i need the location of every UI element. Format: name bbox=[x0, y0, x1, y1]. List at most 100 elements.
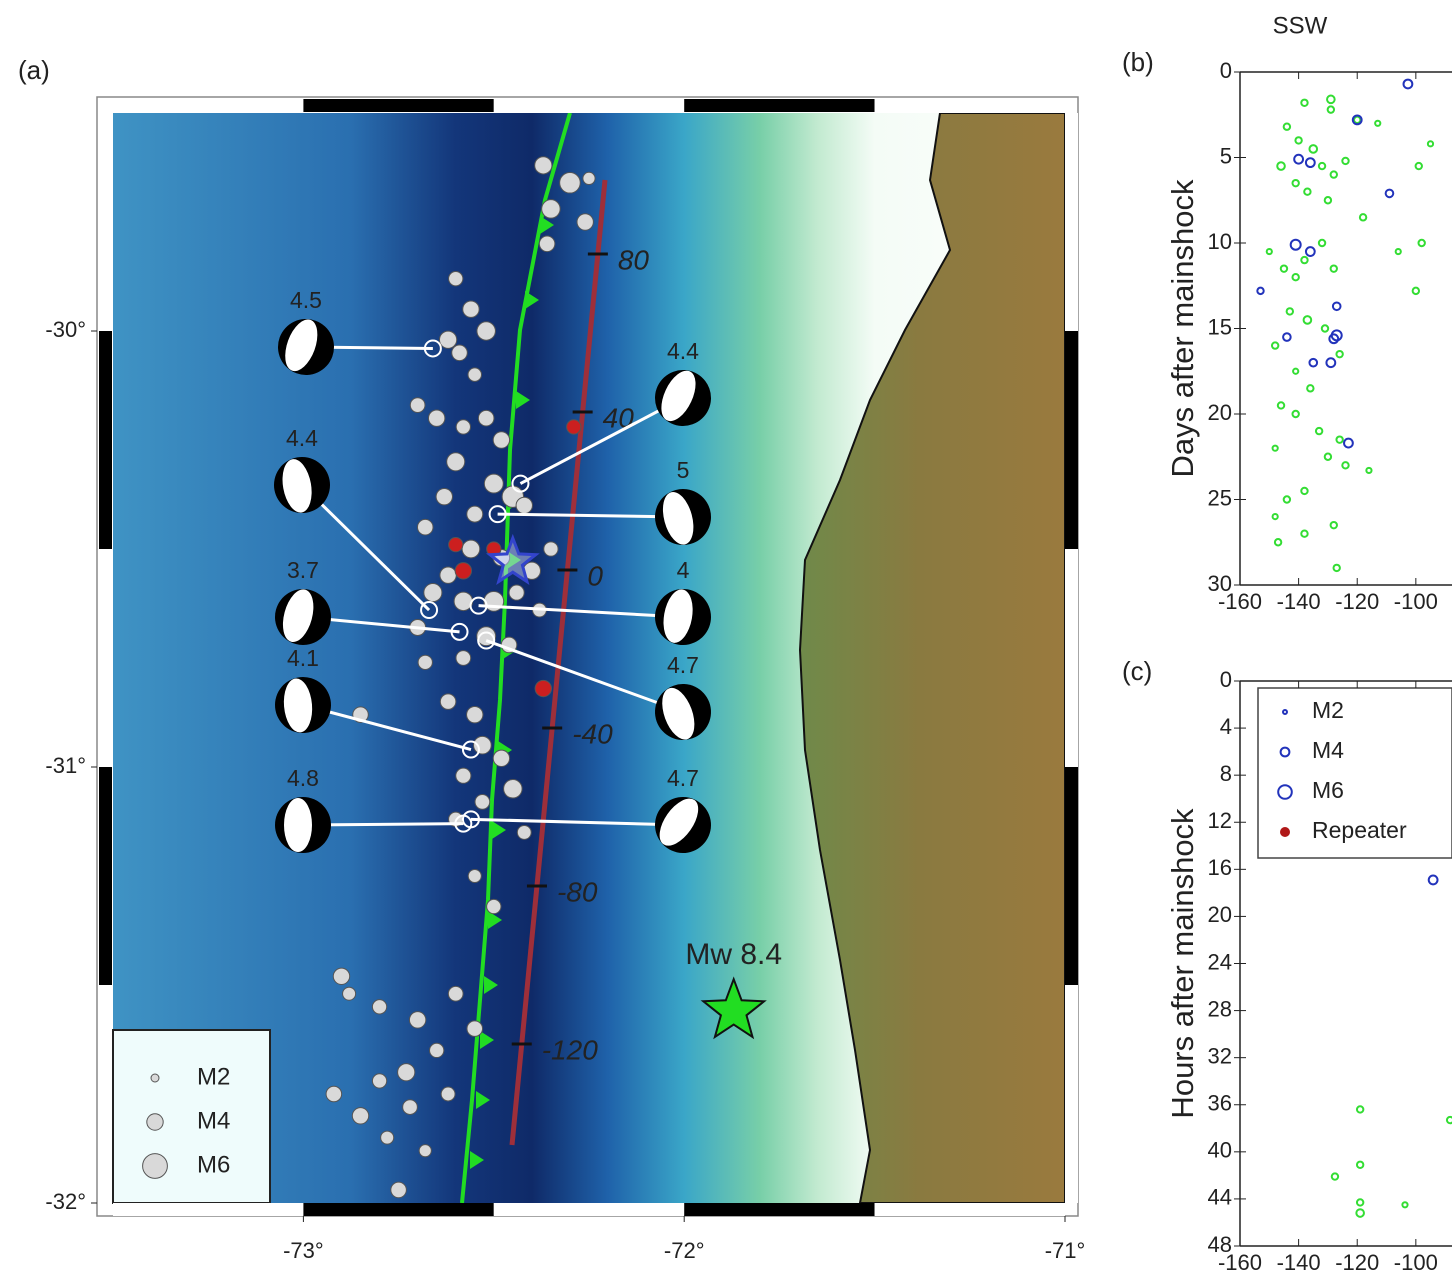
frame-segment bbox=[1065, 113, 1078, 331]
trench-tooth bbox=[488, 911, 502, 929]
point bbox=[1355, 1208, 1365, 1218]
profile-tick-label: -40 bbox=[572, 718, 613, 749]
event bbox=[508, 584, 525, 601]
point bbox=[1384, 188, 1395, 199]
frame-segment bbox=[1065, 767, 1078, 985]
y-tick-label: 48 bbox=[1208, 1232, 1232, 1257]
point bbox=[1402, 78, 1414, 90]
event bbox=[408, 1011, 427, 1029]
focal-link bbox=[497, 512, 684, 519]
event bbox=[371, 1073, 388, 1089]
event bbox=[390, 1181, 407, 1199]
event bbox=[462, 300, 480, 318]
frame-segment bbox=[1065, 549, 1078, 767]
point bbox=[1282, 332, 1292, 342]
point bbox=[1303, 187, 1312, 196]
point bbox=[1394, 247, 1402, 256]
point bbox=[1355, 1105, 1365, 1114]
y-tick-label: 30 bbox=[1208, 571, 1232, 596]
event bbox=[455, 650, 472, 666]
trench-tooth bbox=[492, 821, 506, 839]
focal-link bbox=[519, 396, 684, 485]
event bbox=[427, 409, 446, 427]
legend-symbol bbox=[1277, 784, 1293, 800]
legend-label: M4 bbox=[197, 1107, 230, 1134]
focal-link bbox=[302, 703, 472, 752]
beachball-plane bbox=[659, 798, 699, 846]
beachball-plane bbox=[662, 687, 695, 740]
beachball-plane bbox=[284, 798, 312, 852]
y-axis-label: Days after mainshock bbox=[1165, 179, 1200, 478]
event bbox=[397, 1063, 416, 1082]
y-tick-label: 16 bbox=[1208, 855, 1232, 880]
y-tick-label: 32 bbox=[1208, 1043, 1232, 1068]
focal-magnitude: 3.7 bbox=[287, 557, 319, 583]
point bbox=[1291, 178, 1300, 188]
point bbox=[1302, 315, 1313, 325]
frame-segment bbox=[493, 1203, 685, 1216]
frame-segment bbox=[99, 331, 112, 549]
focal-event bbox=[450, 622, 469, 641]
event bbox=[438, 330, 458, 349]
event bbox=[559, 171, 581, 194]
x-tick-label: -140 bbox=[1277, 589, 1321, 614]
frame-segment bbox=[874, 99, 1065, 112]
beachball bbox=[655, 370, 711, 426]
trench-tooth bbox=[470, 1151, 484, 1169]
event bbox=[371, 999, 388, 1015]
focal-magnitude: 4 bbox=[677, 557, 690, 583]
point bbox=[1276, 161, 1286, 171]
y-tick-label: 20 bbox=[1208, 902, 1232, 927]
event bbox=[534, 156, 553, 175]
event bbox=[467, 367, 482, 382]
point bbox=[1341, 156, 1350, 166]
trench-tooth bbox=[476, 1091, 490, 1109]
point bbox=[1314, 426, 1324, 436]
event bbox=[492, 431, 511, 449]
beachball-plane bbox=[661, 370, 696, 422]
point bbox=[1329, 264, 1338, 273]
repeater bbox=[534, 679, 553, 698]
y-tick-label: 24 bbox=[1208, 949, 1232, 974]
point bbox=[1294, 136, 1303, 145]
focal-magnitude: 4.4 bbox=[667, 338, 699, 364]
repeater bbox=[566, 419, 582, 435]
point bbox=[1271, 444, 1279, 452]
point bbox=[1270, 341, 1280, 350]
point bbox=[1323, 452, 1333, 461]
point bbox=[1300, 98, 1309, 107]
event bbox=[473, 735, 492, 755]
event bbox=[332, 967, 351, 985]
event bbox=[429, 1042, 445, 1059]
focal-link bbox=[470, 817, 684, 827]
focal-event bbox=[469, 596, 488, 615]
event bbox=[467, 868, 482, 884]
x-tick-label: -100 bbox=[1394, 1250, 1438, 1272]
point bbox=[1317, 238, 1327, 248]
x-tick-label: -140 bbox=[1277, 1250, 1321, 1272]
y-tick-label: 12 bbox=[1208, 808, 1232, 833]
frame-segment bbox=[113, 99, 304, 112]
x-tick-label: -160 bbox=[1218, 589, 1262, 614]
focal-magnitude: 4.1 bbox=[287, 645, 319, 671]
focal-event bbox=[461, 740, 480, 759]
x-tick-label: -120 bbox=[1335, 589, 1379, 614]
event bbox=[446, 452, 466, 472]
event bbox=[402, 1099, 418, 1115]
frame-segment bbox=[303, 1203, 494, 1216]
point bbox=[1285, 307, 1295, 316]
point bbox=[1292, 367, 1300, 375]
event bbox=[466, 705, 484, 724]
point bbox=[1282, 122, 1292, 131]
y-tick-label: 0 bbox=[1220, 58, 1232, 83]
event bbox=[466, 505, 484, 523]
event bbox=[435, 487, 453, 506]
event bbox=[477, 409, 495, 427]
point bbox=[1320, 324, 1330, 333]
point bbox=[1343, 437, 1354, 449]
point bbox=[1332, 563, 1341, 573]
event bbox=[576, 213, 594, 231]
x-tick-label: -73° bbox=[283, 1238, 324, 1263]
